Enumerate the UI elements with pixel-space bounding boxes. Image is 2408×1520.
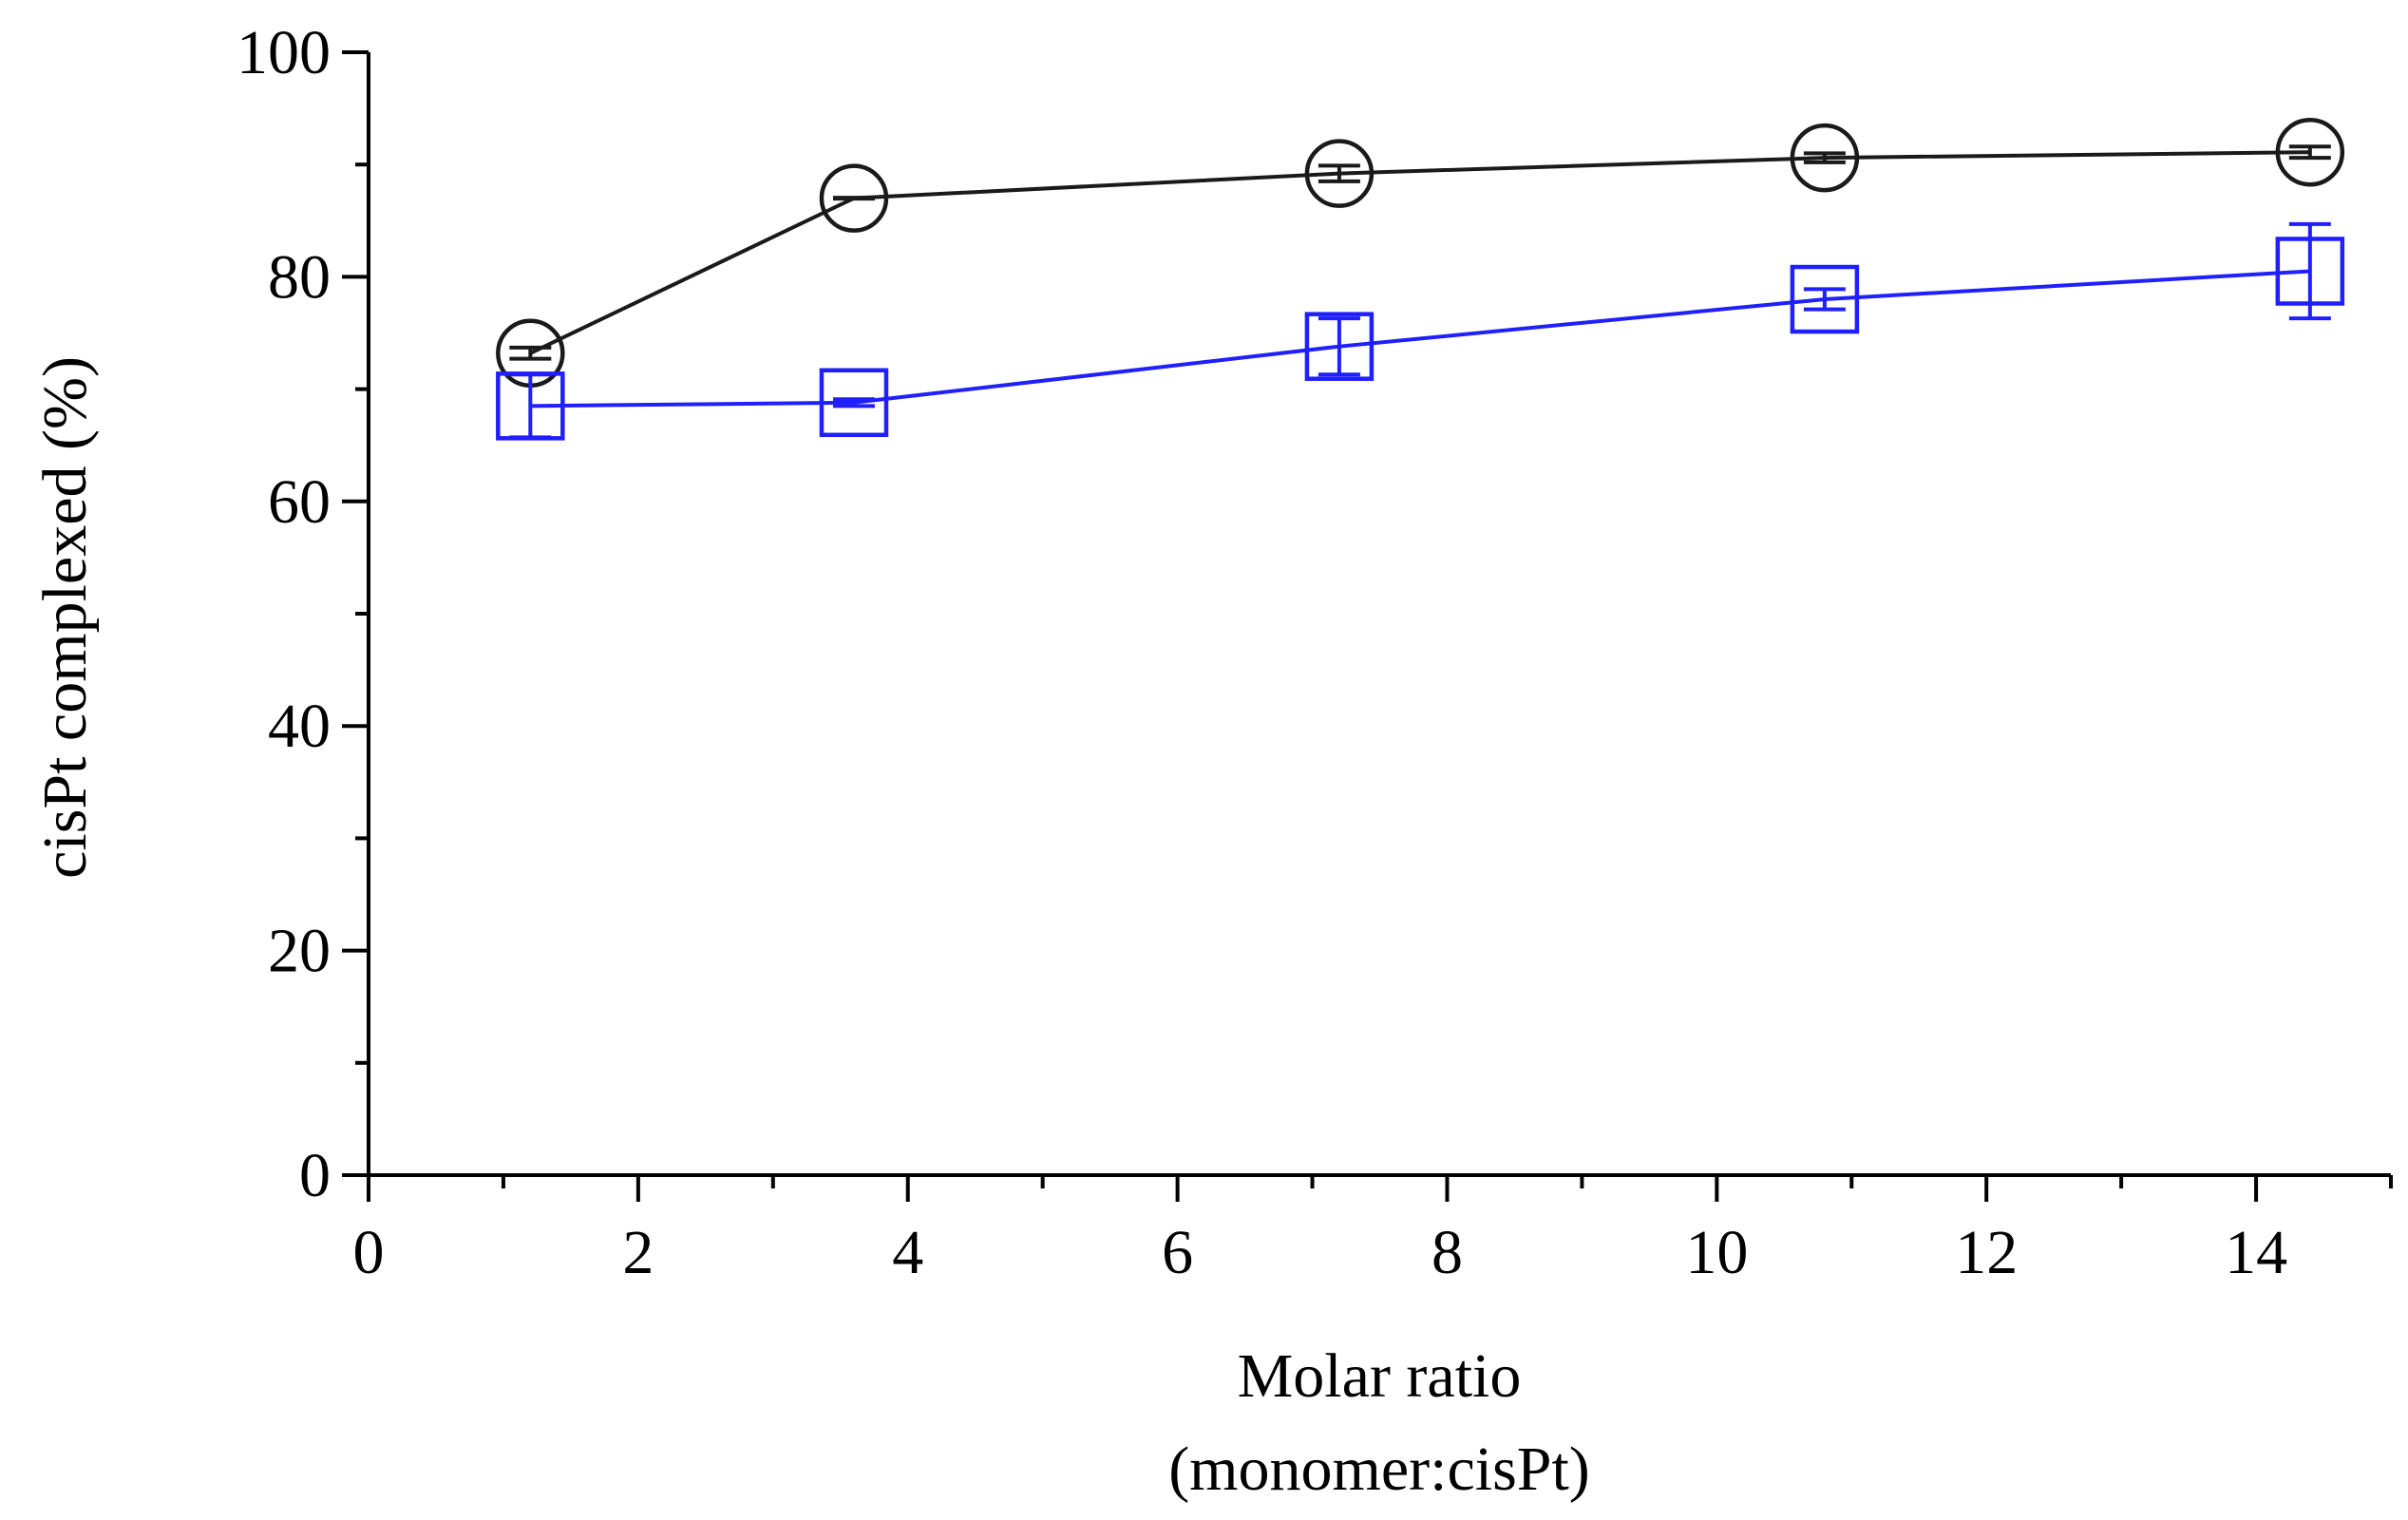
data-point-square — [819, 368, 889, 438]
y-tick-label: 20 — [268, 917, 331, 986]
x-axis-subtitle: (monomer:cisPt) — [1168, 1434, 1590, 1504]
x-axis-title: Molar ratio — [1238, 1341, 1522, 1411]
series-square — [496, 221, 2345, 441]
x-tick-label: 10 — [1685, 1218, 1748, 1287]
data-point-square — [1790, 264, 1860, 334]
y-axis-title: cisPt complexed (%) — [30, 356, 100, 879]
x-tick-label: 4 — [892, 1218, 923, 1287]
data-point-square — [2275, 237, 2345, 306]
series-line — [529, 150, 2310, 355]
x-tick-label: 14 — [2225, 1218, 2287, 1287]
y-tick-label: 100 — [237, 18, 331, 87]
data-point-circle — [1790, 123, 1860, 193]
data-point-square — [1304, 312, 1375, 381]
axes: 0 20 40 60 80 100 0 2 4 6 8 10 12 14 — [237, 18, 2393, 1287]
y-tick-label: 80 — [268, 242, 331, 312]
y-tick-label: 40 — [268, 692, 331, 761]
x-tick-label: 12 — [1955, 1218, 2018, 1287]
series-line — [530, 269, 2310, 408]
x-tick-label: 8 — [1432, 1218, 1463, 1287]
y-tick-label: 60 — [268, 467, 331, 537]
y-tick-label: 0 — [299, 1141, 331, 1210]
x-tick-label: 6 — [1162, 1218, 1193, 1287]
x-tick-label: 2 — [622, 1218, 654, 1287]
series-circle — [496, 117, 2345, 389]
data-point-square — [496, 371, 565, 441]
data-point-circle — [819, 163, 889, 233]
data-point-circle — [2275, 117, 2345, 187]
series-layer — [496, 117, 2345, 441]
x-tick-label: 0 — [353, 1218, 385, 1287]
data-point-circle — [1304, 139, 1375, 208]
